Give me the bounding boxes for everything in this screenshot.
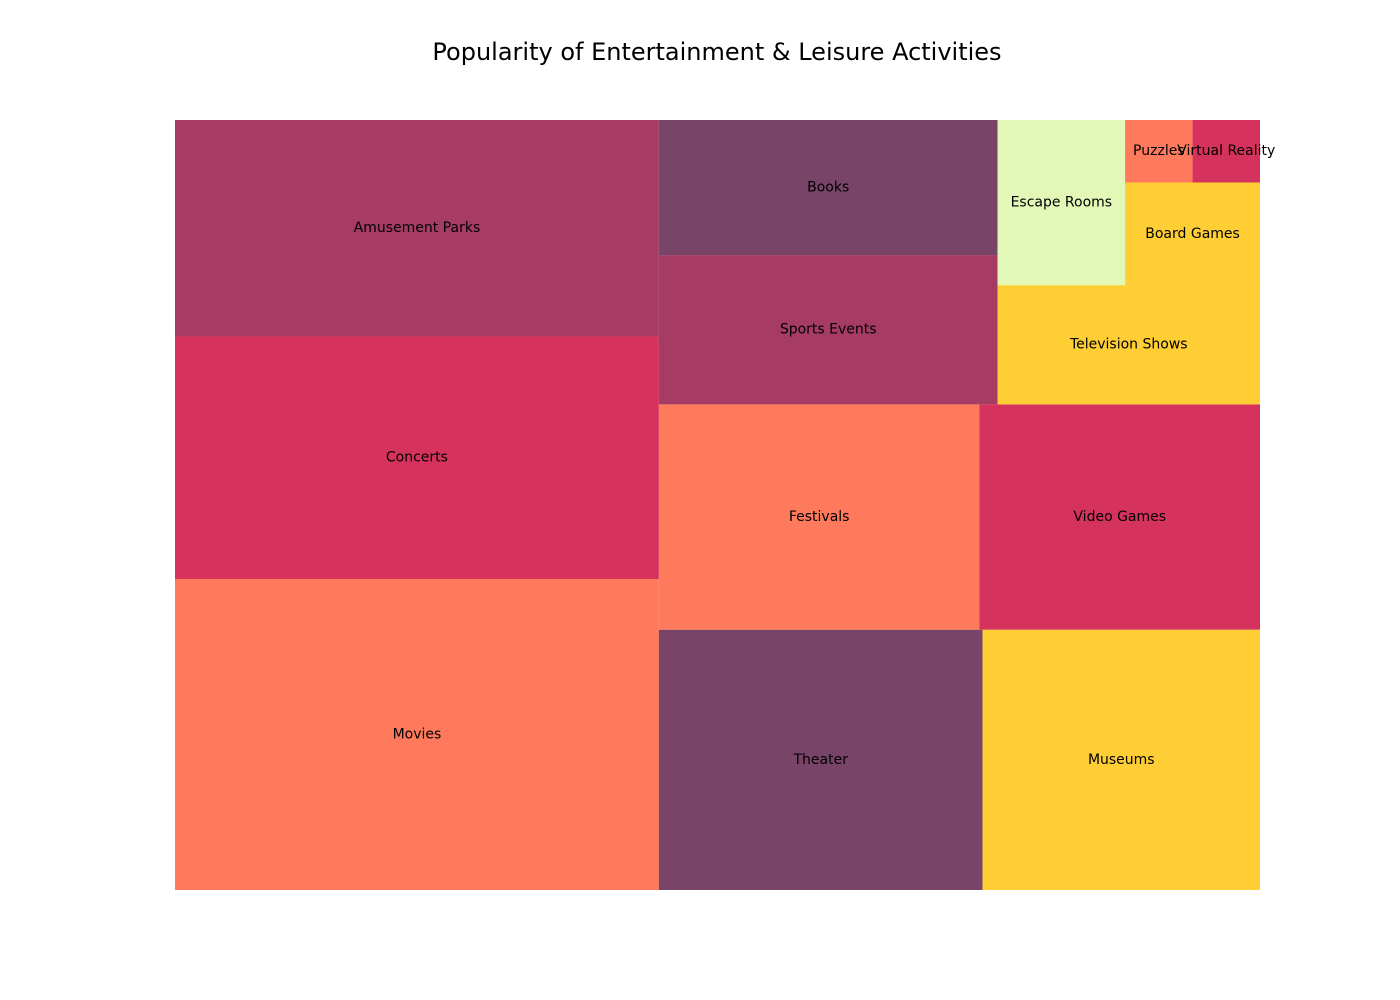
treemap-cell-video-games <box>979 404 1260 630</box>
treemap-cell-escape-rooms <box>997 120 1126 286</box>
treemap-cell-virtual-reality <box>1192 120 1260 183</box>
treemap-label-books: Books <box>807 180 849 196</box>
treemap-cell-theater <box>658 629 983 890</box>
treemap-cell-festivals <box>658 404 980 630</box>
treemap-label-video-games: Video Games <box>1073 509 1166 525</box>
treemap-label-movies: Movies <box>393 727 442 743</box>
treemap-cell-puzzles <box>1125 120 1193 183</box>
treemap-cell-concerts <box>175 336 659 580</box>
treemap-cell-board-games <box>1125 182 1260 286</box>
treemap-cell-television-shows <box>997 285 1260 405</box>
treemap-label-festivals: Festivals <box>789 509 850 525</box>
treemap-label-concerts: Concerts <box>386 450 448 466</box>
treemap-cell-museums <box>982 629 1260 890</box>
treemap-label-escape-rooms: Escape Rooms <box>1011 195 1113 211</box>
treemap-label-television-shows: Television Shows <box>1069 337 1188 353</box>
treemap-label-sports-events: Sports Events <box>780 322 877 338</box>
treemap-cells <box>175 120 1260 890</box>
treemap-label-museums: Museums <box>1088 752 1155 768</box>
treemap-labels: Movies Concerts Amusement Parks Theater Muse… <box>354 143 1276 768</box>
treemap-cell-sports-events <box>658 255 998 405</box>
treemap-cell-amusement-parks <box>175 120 659 337</box>
treemap-label-amusement-parks: Amusement Parks <box>354 220 481 236</box>
treemap-cell-movies <box>175 579 659 890</box>
treemap-label-puzzles: Puzzles <box>1133 143 1185 159</box>
treemap-label-theater: Theater <box>792 752 848 768</box>
treemap-cell-books <box>658 120 998 256</box>
chart-title: Popularity of Entertainment & Leisure Ac… <box>432 38 1002 66</box>
treemap-label-board-games: Board Games <box>1145 226 1240 242</box>
treemap-label-virtual-reality: Virtual Reality <box>1177 143 1275 159</box>
